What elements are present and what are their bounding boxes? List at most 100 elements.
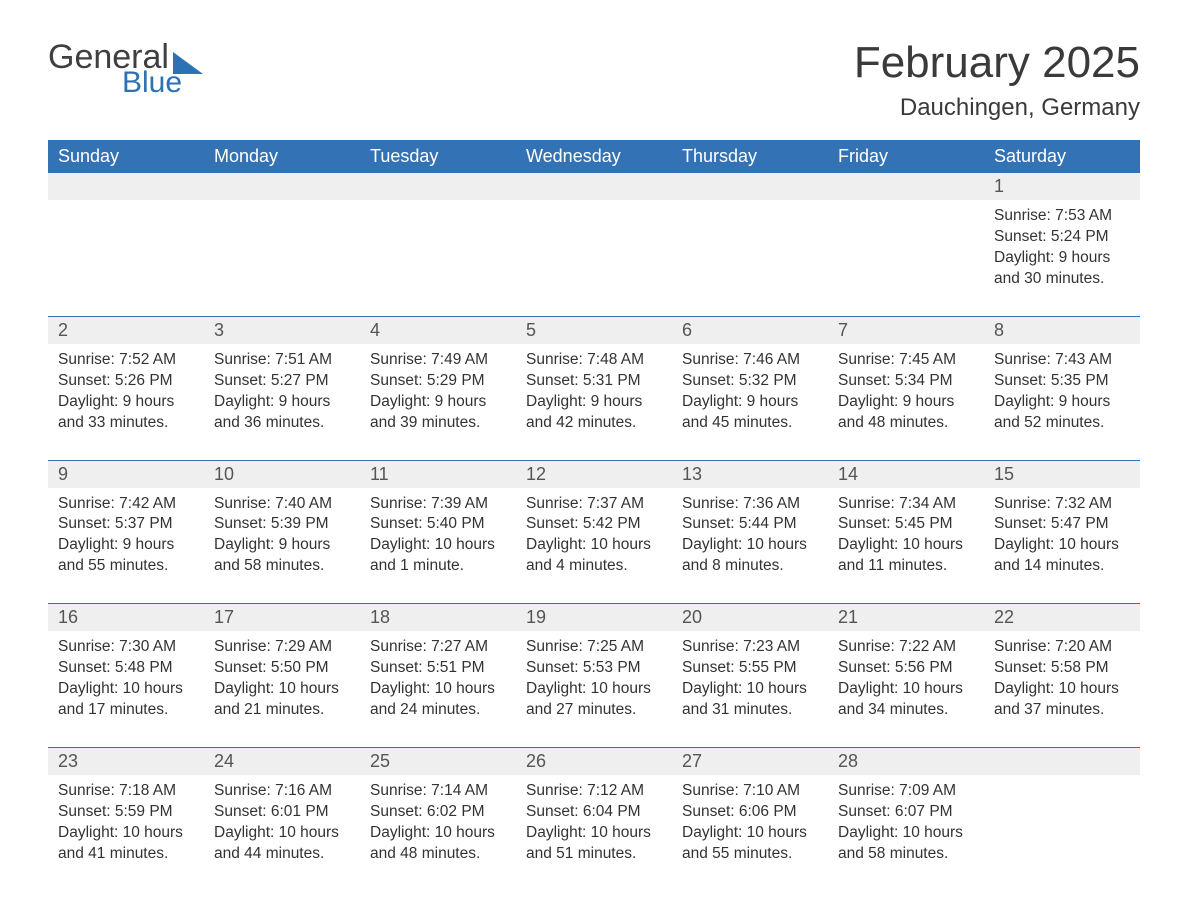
day-number-cell: 17 xyxy=(204,604,360,631)
sunrise-text: Sunrise: 7:14 AM xyxy=(370,781,506,802)
sunset-text: Sunset: 5:26 PM xyxy=(58,371,194,392)
day-details-row: Sunrise: 7:53 AMSunset: 5:24 PMDaylight:… xyxy=(48,200,1140,316)
sunrise-text: Sunrise: 7:53 AM xyxy=(994,206,1130,227)
day-number-cell: 9 xyxy=(48,461,204,488)
sunset-text: Sunset: 5:27 PM xyxy=(214,371,350,392)
day-details-cell: Sunrise: 7:29 AMSunset: 5:50 PMDaylight:… xyxy=(204,631,360,747)
sunrise-text: Sunrise: 7:10 AM xyxy=(682,781,818,802)
day-details-cell: Sunrise: 7:48 AMSunset: 5:31 PMDaylight:… xyxy=(516,344,672,460)
dow-tuesday: Tuesday xyxy=(360,140,516,173)
logo-word-blue: Blue xyxy=(122,68,203,98)
day-details-cell xyxy=(204,200,360,316)
logo: General Blue xyxy=(48,40,203,98)
day-details-cell: Sunrise: 7:20 AMSunset: 5:58 PMDaylight:… xyxy=(984,631,1140,747)
sunset-text: Sunset: 5:59 PM xyxy=(58,802,194,823)
dow-sunday: Sunday xyxy=(48,140,204,173)
month-title: February 2025 xyxy=(854,40,1140,86)
sunset-text: Sunset: 5:29 PM xyxy=(370,371,506,392)
sunrise-text: Sunrise: 7:18 AM xyxy=(58,781,194,802)
daylight-text-line1: Daylight: 9 hours xyxy=(526,392,662,413)
day-number-row: 1 xyxy=(48,173,1140,200)
daylight-text-line1: Daylight: 9 hours xyxy=(58,535,194,556)
daylight-text-line2: and 51 minutes. xyxy=(526,844,662,865)
day-number-cell: 11 xyxy=(360,461,516,488)
day-number-cell: 8 xyxy=(984,317,1140,344)
day-details-row: Sunrise: 7:30 AMSunset: 5:48 PMDaylight:… xyxy=(48,631,1140,747)
dow-wednesday: Wednesday xyxy=(516,140,672,173)
sunrise-text: Sunrise: 7:40 AM xyxy=(214,494,350,515)
sunrise-text: Sunrise: 7:45 AM xyxy=(838,350,974,371)
daylight-text-line1: Daylight: 9 hours xyxy=(994,392,1130,413)
day-number-cell: 15 xyxy=(984,461,1140,488)
daylight-text-line1: Daylight: 10 hours xyxy=(370,823,506,844)
day-number-cell: 5 xyxy=(516,317,672,344)
day-details-cell: Sunrise: 7:53 AMSunset: 5:24 PMDaylight:… xyxy=(984,200,1140,316)
daylight-text-line1: Daylight: 10 hours xyxy=(58,679,194,700)
day-number-cell: 13 xyxy=(672,461,828,488)
sunrise-text: Sunrise: 7:25 AM xyxy=(526,637,662,658)
sunrise-text: Sunrise: 7:36 AM xyxy=(682,494,818,515)
day-number-cell xyxy=(672,173,828,200)
day-details-cell: Sunrise: 7:23 AMSunset: 5:55 PMDaylight:… xyxy=(672,631,828,747)
day-number-cell xyxy=(360,173,516,200)
day-details-cell xyxy=(48,200,204,316)
day-details-cell: Sunrise: 7:34 AMSunset: 5:45 PMDaylight:… xyxy=(828,488,984,604)
day-number-cell: 19 xyxy=(516,604,672,631)
sunset-text: Sunset: 6:04 PM xyxy=(526,802,662,823)
day-details-cell: Sunrise: 7:30 AMSunset: 5:48 PMDaylight:… xyxy=(48,631,204,747)
daylight-text-line2: and 42 minutes. xyxy=(526,413,662,434)
day-number-cell: 16 xyxy=(48,604,204,631)
calendar-table: Sunday Monday Tuesday Wednesday Thursday… xyxy=(48,140,1140,874)
day-details-cell: Sunrise: 7:09 AMSunset: 6:07 PMDaylight:… xyxy=(828,775,984,875)
day-details-cell xyxy=(828,200,984,316)
day-number-cell: 28 xyxy=(828,748,984,775)
daylight-text-line1: Daylight: 9 hours xyxy=(838,392,974,413)
daylight-text-line1: Daylight: 9 hours xyxy=(58,392,194,413)
day-details-cell: Sunrise: 7:46 AMSunset: 5:32 PMDaylight:… xyxy=(672,344,828,460)
sunrise-text: Sunrise: 7:51 AM xyxy=(214,350,350,371)
sunrise-text: Sunrise: 7:09 AM xyxy=(838,781,974,802)
daylight-text-line1: Daylight: 10 hours xyxy=(838,679,974,700)
day-details-cell: Sunrise: 7:51 AMSunset: 5:27 PMDaylight:… xyxy=(204,344,360,460)
day-number-cell xyxy=(828,173,984,200)
location-label: Dauchingen, Germany xyxy=(854,94,1140,122)
day-details-cell xyxy=(672,200,828,316)
day-details-cell: Sunrise: 7:45 AMSunset: 5:34 PMDaylight:… xyxy=(828,344,984,460)
day-number-cell: 25 xyxy=(360,748,516,775)
daylight-text-line1: Daylight: 10 hours xyxy=(994,679,1130,700)
day-details-cell: Sunrise: 7:14 AMSunset: 6:02 PMDaylight:… xyxy=(360,775,516,875)
sunset-text: Sunset: 5:56 PM xyxy=(838,658,974,679)
daylight-text-line2: and 39 minutes. xyxy=(370,413,506,434)
daylight-text-line1: Daylight: 9 hours xyxy=(214,535,350,556)
day-details-row: Sunrise: 7:42 AMSunset: 5:37 PMDaylight:… xyxy=(48,488,1140,604)
day-number-cell: 1 xyxy=(984,173,1140,200)
sunrise-text: Sunrise: 7:34 AM xyxy=(838,494,974,515)
daylight-text-line2: and 44 minutes. xyxy=(214,844,350,865)
daylight-text-line2: and 4 minutes. xyxy=(526,556,662,577)
daylight-text-line1: Daylight: 10 hours xyxy=(838,535,974,556)
day-number-cell: 14 xyxy=(828,461,984,488)
sunset-text: Sunset: 5:44 PM xyxy=(682,514,818,535)
daylight-text-line2: and 52 minutes. xyxy=(994,413,1130,434)
day-details-cell: Sunrise: 7:37 AMSunset: 5:42 PMDaylight:… xyxy=(516,488,672,604)
daylight-text-line1: Daylight: 10 hours xyxy=(370,679,506,700)
page-header: General Blue February 2025 Dauchingen, G… xyxy=(48,40,1140,122)
day-details-cell: Sunrise: 7:12 AMSunset: 6:04 PMDaylight:… xyxy=(516,775,672,875)
day-number-cell xyxy=(984,748,1140,775)
daylight-text-line2: and 45 minutes. xyxy=(682,413,818,434)
sunset-text: Sunset: 6:01 PM xyxy=(214,802,350,823)
sunset-text: Sunset: 5:48 PM xyxy=(58,658,194,679)
sunset-text: Sunset: 5:47 PM xyxy=(994,514,1130,535)
day-number-cell: 18 xyxy=(360,604,516,631)
daylight-text-line2: and 48 minutes. xyxy=(838,413,974,434)
daylight-text-line1: Daylight: 9 hours xyxy=(994,248,1130,269)
day-details-cell: Sunrise: 7:42 AMSunset: 5:37 PMDaylight:… xyxy=(48,488,204,604)
daylight-text-line2: and 14 minutes. xyxy=(994,556,1130,577)
sunrise-text: Sunrise: 7:23 AM xyxy=(682,637,818,658)
day-number-cell: 26 xyxy=(516,748,672,775)
sunset-text: Sunset: 5:50 PM xyxy=(214,658,350,679)
day-details-cell: Sunrise: 7:16 AMSunset: 6:01 PMDaylight:… xyxy=(204,775,360,875)
sunrise-text: Sunrise: 7:27 AM xyxy=(370,637,506,658)
day-details-cell: Sunrise: 7:18 AMSunset: 5:59 PMDaylight:… xyxy=(48,775,204,875)
daylight-text-line1: Daylight: 10 hours xyxy=(526,679,662,700)
